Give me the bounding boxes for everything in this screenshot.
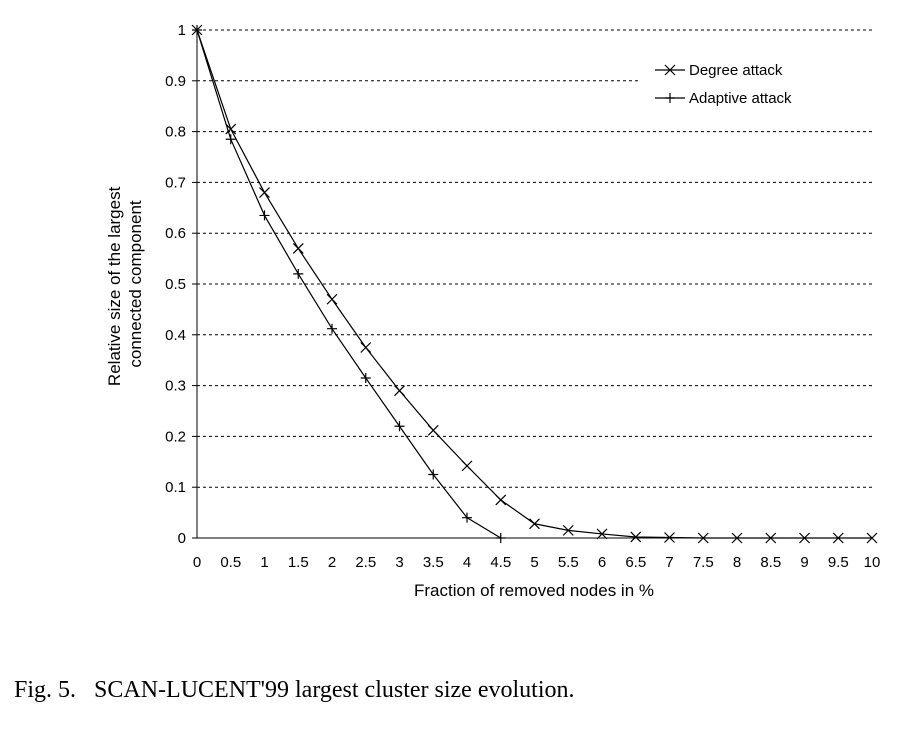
data-point xyxy=(428,469,439,480)
x-tick-label: 8 xyxy=(733,554,741,571)
x-tick-labels: 0 0.5 1 1.5 2 2.5 3 3.5 4 4.5 5 5.5 6 6.5 7 7.5 8 8.5 9 9.5… xyxy=(193,554,881,571)
data-point xyxy=(832,532,844,544)
y-tick-label: 0.5 xyxy=(165,276,186,293)
x-tick-label: 9.5 xyxy=(828,554,849,571)
data-point xyxy=(427,424,439,436)
data-point xyxy=(259,210,270,221)
data-point xyxy=(630,531,642,543)
x-tick-label: 2.5 xyxy=(355,554,376,571)
x-tick-label: 2 xyxy=(328,554,336,571)
legend-item: Adaptive attack xyxy=(655,90,792,107)
x-tick-label: 5 xyxy=(530,554,538,571)
y-axis-title-line-2: connected component xyxy=(126,200,145,368)
data-point xyxy=(799,532,810,544)
x-tick-label: 1 xyxy=(260,554,268,571)
x-tick-label: 3 xyxy=(395,554,403,571)
legend-label: Degree attack xyxy=(689,62,783,79)
data-point xyxy=(495,533,506,543)
data-point xyxy=(225,134,236,145)
y-tick-label: 1 xyxy=(178,22,186,39)
data-point xyxy=(259,187,270,198)
x-tick-label: 3.5 xyxy=(423,554,444,571)
y-tick-label: 0.4 xyxy=(165,327,186,344)
data-point xyxy=(495,494,507,506)
series-degree-attack xyxy=(191,24,878,544)
figure-caption: Fig. 5. SCAN-LUCENT'99 largest cluster s… xyxy=(14,677,575,703)
data-point xyxy=(697,532,709,544)
x-tick-label: 8.5 xyxy=(760,554,781,571)
x-axis-title: Fraction of removed nodes in % xyxy=(414,581,654,600)
data-point xyxy=(293,268,304,279)
y-axis-title: Relative size of the largest connected c… xyxy=(105,182,145,386)
x-tick-label: 4.5 xyxy=(490,554,511,571)
data-point xyxy=(326,293,338,305)
series-adaptive-attack xyxy=(192,25,506,543)
data-point xyxy=(664,532,675,543)
legend-marker xyxy=(665,93,675,103)
x-tick-label: 6.5 xyxy=(625,554,646,571)
y-tick-label: 0.7 xyxy=(165,174,186,191)
y-tick-label: 0.1 xyxy=(165,479,186,496)
data-point xyxy=(596,528,608,540)
data-point xyxy=(562,524,574,536)
x-tick-label: 0 xyxy=(193,554,201,571)
y-tick-label: 0 xyxy=(178,530,186,547)
x-tick-label: 7.5 xyxy=(693,554,714,571)
y-tick-labels: 0 0.1 0.2 0.3 0.4 0.5 0.6 0.7 0.8 0.9 1 xyxy=(165,22,197,547)
data-point xyxy=(360,372,371,383)
gridlines xyxy=(197,29,872,488)
line-chart: 0 0.1 0.2 0.3 0.4 0.5 0.6 0.7 0.8 0.9 1 0 0.5 1 1.5 2 2… xyxy=(105,22,881,600)
y-axis-title-line-1: Relative size of the largest xyxy=(105,186,124,386)
data-point xyxy=(225,123,237,135)
data-point xyxy=(529,518,540,530)
x-tick-label: 5.5 xyxy=(558,554,579,571)
x-tick-label: 6 xyxy=(598,554,606,571)
data-point xyxy=(462,512,472,523)
x-tick-label: 10 xyxy=(864,554,881,571)
data-point xyxy=(292,243,304,254)
x-tick-label: 1.5 xyxy=(288,554,309,571)
x-tick-label: 0.5 xyxy=(220,554,241,571)
legend: Degree attack Adaptive attack xyxy=(640,56,872,116)
data-point xyxy=(327,323,337,334)
legend-marker xyxy=(664,64,676,76)
series-line xyxy=(196,29,502,539)
data-point xyxy=(394,421,405,432)
legend-item: Degree attack xyxy=(655,62,783,79)
x-tick-label: 7 xyxy=(665,554,673,571)
y-tick-label: 0.2 xyxy=(165,428,186,445)
x-tick-label: 4 xyxy=(463,554,471,571)
data-point xyxy=(360,342,372,353)
y-tick-label: 0.6 xyxy=(165,225,186,242)
data-point xyxy=(866,532,878,544)
data-point xyxy=(192,25,202,35)
data-point xyxy=(765,532,777,544)
data-point xyxy=(461,460,473,472)
y-tick-label: 0.3 xyxy=(165,378,186,395)
x-tick-label: 9 xyxy=(800,554,808,571)
y-tick-label: 0.9 xyxy=(165,73,186,90)
data-point xyxy=(731,532,743,544)
legend-label: Adaptive attack xyxy=(689,90,792,107)
y-tick-label: 0.8 xyxy=(165,124,186,141)
series-group xyxy=(191,24,878,544)
legend-box xyxy=(640,56,872,116)
data-point xyxy=(394,385,405,397)
